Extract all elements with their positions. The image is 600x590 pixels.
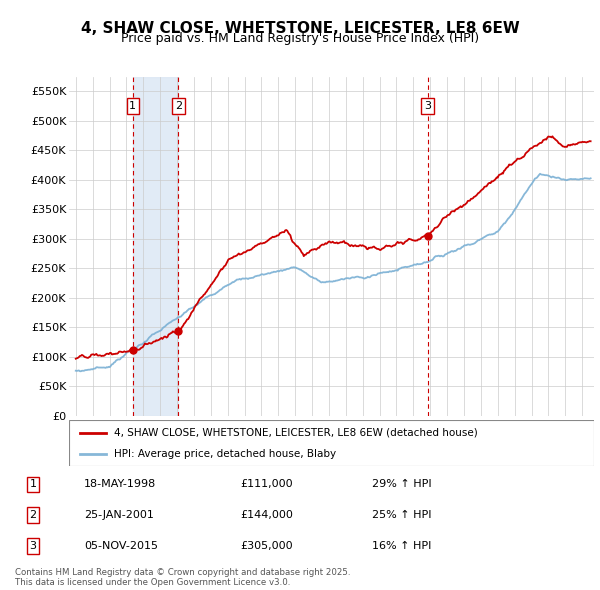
Text: 2: 2 [29,510,37,520]
Text: 1: 1 [29,480,37,489]
Text: 18-MAY-1998: 18-MAY-1998 [84,480,156,489]
Text: 3: 3 [29,541,37,550]
Text: HPI: Average price, detached house, Blaby: HPI: Average price, detached house, Blab… [113,448,336,458]
FancyBboxPatch shape [69,420,594,466]
Text: £305,000: £305,000 [240,541,293,550]
Text: 1: 1 [130,101,136,111]
Text: £144,000: £144,000 [240,510,293,520]
Text: Contains HM Land Registry data © Crown copyright and database right 2025.
This d: Contains HM Land Registry data © Crown c… [15,568,350,587]
Text: 29% ↑ HPI: 29% ↑ HPI [372,480,431,489]
Text: 4, SHAW CLOSE, WHETSTONE, LEICESTER, LE8 6EW: 4, SHAW CLOSE, WHETSTONE, LEICESTER, LE8… [80,21,520,35]
Text: 16% ↑ HPI: 16% ↑ HPI [372,541,431,550]
Text: 05-NOV-2015: 05-NOV-2015 [84,541,158,550]
Text: 2: 2 [175,101,182,111]
Text: 4, SHAW CLOSE, WHETSTONE, LEICESTER, LE8 6EW (detached house): 4, SHAW CLOSE, WHETSTONE, LEICESTER, LE8… [113,428,478,438]
Text: 3: 3 [424,101,431,111]
Text: £111,000: £111,000 [240,480,293,489]
Text: Price paid vs. HM Land Registry's House Price Index (HPI): Price paid vs. HM Land Registry's House … [121,32,479,45]
Text: 25% ↑ HPI: 25% ↑ HPI [372,510,431,520]
Bar [133,77,178,416]
Text: 25-JAN-2001: 25-JAN-2001 [84,510,154,520]
